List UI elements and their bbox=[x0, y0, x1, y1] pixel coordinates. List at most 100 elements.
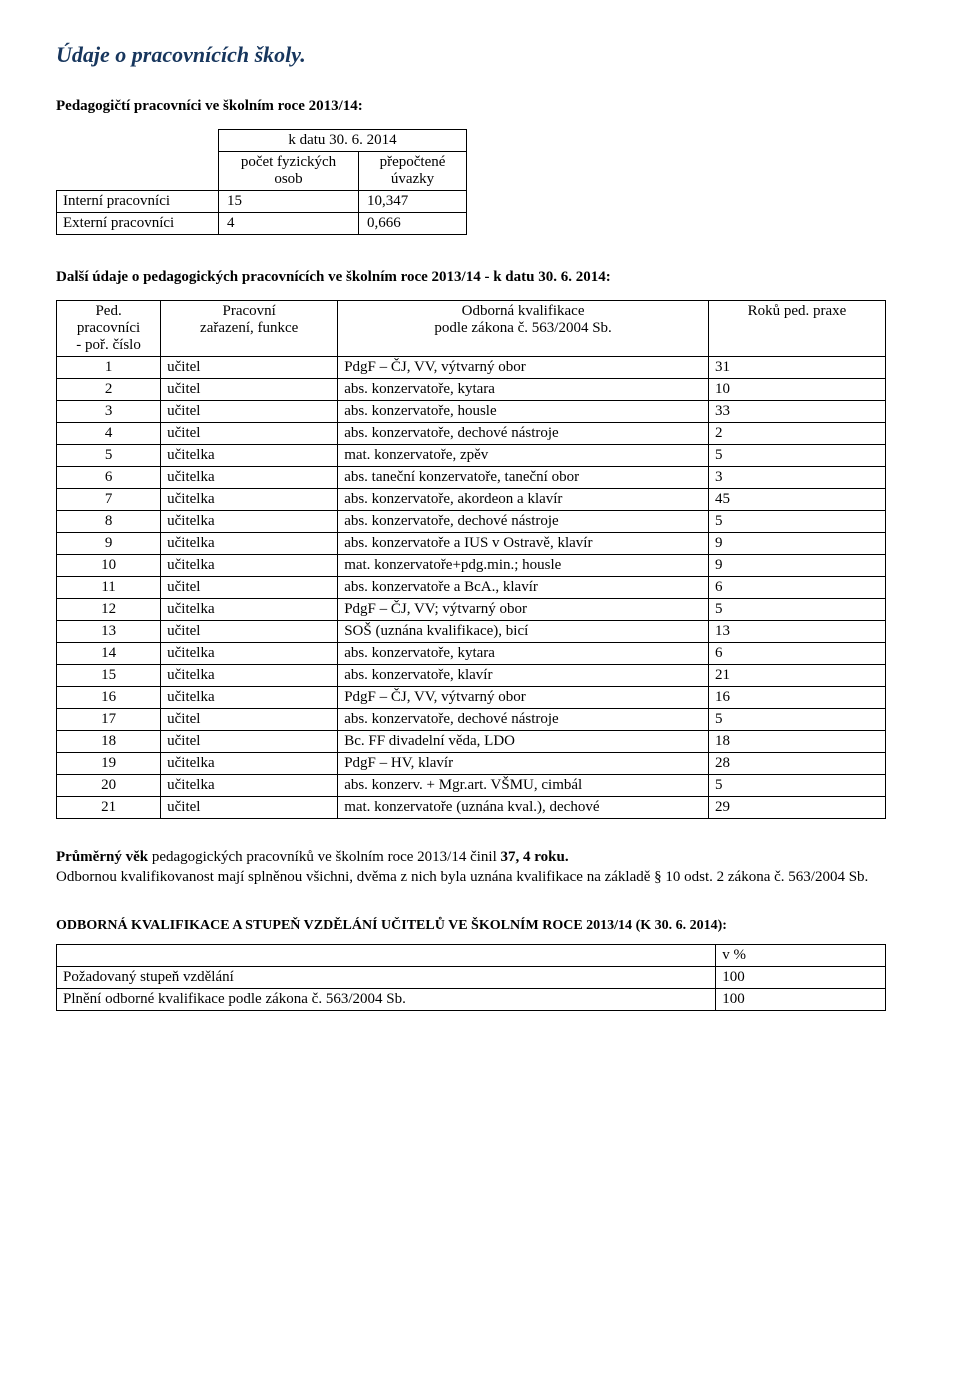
staff-row: 17učitelabs. konzervatoře, dechové nástr… bbox=[57, 709, 886, 731]
staff-cell-qual: abs. konzervatoře, klavír bbox=[338, 665, 709, 687]
staff-row: 20učitelkaabs. konzerv. + Mgr.art. VŠMU,… bbox=[57, 775, 886, 797]
qual-row-val: 100 bbox=[716, 989, 886, 1011]
staff-table: Ped. pracovníci - poř. číslo Pracovní za… bbox=[56, 300, 886, 819]
staff-cell-years: 5 bbox=[708, 775, 885, 797]
staff-cell-num: 20 bbox=[57, 775, 161, 797]
summary-row-fte: 0,666 bbox=[359, 213, 467, 235]
qual-head-pct: v % bbox=[716, 945, 886, 967]
staff-cell-num: 16 bbox=[57, 687, 161, 709]
staff-cell-role: učitel bbox=[161, 401, 338, 423]
staff-cell-qual: abs. konzervatoře a BcA., klavír bbox=[338, 577, 709, 599]
staff-row: 11učitelabs. konzervatoře a BcA., klavír… bbox=[57, 577, 886, 599]
qualification-heading: ODBORNÁ KVALIFIKACE A STUPEŇ VZDĚLÁNÍ UČ… bbox=[56, 918, 904, 934]
staff-row: 3učitelabs. konzervatoře, housle33 bbox=[57, 401, 886, 423]
qualification-heading-text: ODBORNÁ KVALIFIKACE A STUPEŇ VZDĚLÁNÍ UČ… bbox=[56, 918, 636, 933]
avg-age-line: Průměrný věk pedagogických pracovníků ve… bbox=[56, 849, 904, 866]
staff-cell-qual: SOŠ (uznána kvalifikace), bicí bbox=[338, 621, 709, 643]
qualification-table: v % Požadovaný stupeň vzdělání 100 Plněn… bbox=[56, 944, 886, 1011]
staff-cell-years: 28 bbox=[708, 753, 885, 775]
staff-cell-years: 6 bbox=[708, 643, 885, 665]
staff-cell-qual: PdgF – ČJ, VV; výtvarný obor bbox=[338, 599, 709, 621]
staff-cell-years: 33 bbox=[708, 401, 885, 423]
staff-row: 14učitelkaabs. konzervatoře, kytara6 bbox=[57, 643, 886, 665]
staff-cell-role: učitelka bbox=[161, 555, 338, 577]
qual-row: Požadovaný stupeň vzdělání 100 bbox=[57, 967, 886, 989]
staff-cell-num: 18 bbox=[57, 731, 161, 753]
staff-row: 4učitelabs. konzervatoře, dechové nástro… bbox=[57, 423, 886, 445]
staff-cell-years: 29 bbox=[708, 797, 885, 819]
staff-cell-qual: mat. konzervatoře (uznána kval.), dechov… bbox=[338, 797, 709, 819]
staff-cell-years: 6 bbox=[708, 577, 885, 599]
staff-row: 6učitelkaabs. taneční konzervatoře, tane… bbox=[57, 467, 886, 489]
staff-cell-years: 45 bbox=[708, 489, 885, 511]
staff-cell-qual: abs. konzervatoře, dechové nástroje bbox=[338, 511, 709, 533]
staff-cell-role: učitel bbox=[161, 577, 338, 599]
summary-col-count: počet fyzických osob bbox=[219, 152, 359, 191]
subheading-staff-year: Pedagogičtí pracovníci ve školním roce 2… bbox=[56, 98, 904, 115]
staff-cell-qual: abs. konzervatoře, akordeon a klavír bbox=[338, 489, 709, 511]
qual-row-val: 100 bbox=[716, 967, 886, 989]
staff-cell-qual: abs. konzervatoře a IUS v Ostravě, klaví… bbox=[338, 533, 709, 555]
staff-row: 8učitelkaabs. konzervatoře, dechové nást… bbox=[57, 511, 886, 533]
staff-cell-role: učitelka bbox=[161, 533, 338, 555]
staff-cell-num: 2 bbox=[57, 379, 161, 401]
staff-cell-num: 4 bbox=[57, 423, 161, 445]
summary-blank bbox=[57, 130, 219, 152]
summary-col-fte: přepočtené úvazky bbox=[359, 152, 467, 191]
staff-cell-num: 14 bbox=[57, 643, 161, 665]
staff-cell-qual: PdgF – ČJ, VV, výtvarný obor bbox=[338, 357, 709, 379]
avg-age-value: 37, 4 roku. bbox=[501, 849, 569, 865]
staff-head-years: Roků ped. praxe bbox=[708, 301, 885, 357]
summary-date-header: k datu 30. 6. 2014 bbox=[219, 130, 467, 152]
staff-cell-num: 13 bbox=[57, 621, 161, 643]
staff-cell-qual: abs. taneční konzervatoře, taneční obor bbox=[338, 467, 709, 489]
staff-cell-num: 9 bbox=[57, 533, 161, 555]
staff-cell-years: 5 bbox=[708, 599, 885, 621]
staff-cell-years: 21 bbox=[708, 665, 885, 687]
staff-cell-qual: mat. konzervatoře, zpěv bbox=[338, 445, 709, 467]
staff-cell-role: učitel bbox=[161, 621, 338, 643]
avg-age-prefix: Průměrný věk bbox=[56, 849, 148, 865]
staff-cell-num: 6 bbox=[57, 467, 161, 489]
staff-cell-years: 10 bbox=[708, 379, 885, 401]
staff-cell-role: učitelka bbox=[161, 489, 338, 511]
staff-cell-qual: mat. konzervatoře+pdg.min.; housle bbox=[338, 555, 709, 577]
staff-cell-num: 7 bbox=[57, 489, 161, 511]
staff-cell-role: učitelka bbox=[161, 445, 338, 467]
staff-cell-qual: abs. konzervatoře, kytara bbox=[338, 379, 709, 401]
staff-cell-qual: PdgF – HV, klavír bbox=[338, 753, 709, 775]
staff-cell-num: 5 bbox=[57, 445, 161, 467]
staff-cell-years: 9 bbox=[708, 533, 885, 555]
staff-cell-years: 3 bbox=[708, 467, 885, 489]
staff-cell-years: 31 bbox=[708, 357, 885, 379]
staff-cell-qual: abs. konzerv. + Mgr.art. VŠMU, cimbál bbox=[338, 775, 709, 797]
subheading-more-data: Další údaje o pedagogických pracovnících… bbox=[56, 269, 904, 286]
page-title: Údaje o pracovnících školy. bbox=[56, 42, 904, 68]
summary-row-fte: 10,347 bbox=[359, 191, 467, 213]
staff-row: 12učitelkaPdgF – ČJ, VV; výtvarný obor5 bbox=[57, 599, 886, 621]
staff-row: 15učitelkaabs. konzervatoře, klavír21 bbox=[57, 665, 886, 687]
staff-row: 21učitelmat. konzervatoře (uznána kval.)… bbox=[57, 797, 886, 819]
staff-cell-role: učitelka bbox=[161, 511, 338, 533]
staff-cell-role: učitel bbox=[161, 357, 338, 379]
staff-row: 19učitelkaPdgF – HV, klavír28 bbox=[57, 753, 886, 775]
staff-head-qual: Odborná kvalifikace podle zákona č. 563/… bbox=[338, 301, 709, 357]
staff-cell-qual: abs. konzervatoře, housle bbox=[338, 401, 709, 423]
staff-row: 1učitelPdgF – ČJ, VV, výtvarný obor31 bbox=[57, 357, 886, 379]
staff-cell-role: učitel bbox=[161, 731, 338, 753]
staff-cell-years: 5 bbox=[708, 709, 885, 731]
staff-row: 7učitelkaabs. konzervatoře, akordeon a k… bbox=[57, 489, 886, 511]
staff-cell-role: učitelka bbox=[161, 643, 338, 665]
staff-cell-role: učitelka bbox=[161, 687, 338, 709]
qualification-note: Odbornou kvalifikovanost mají splněnou v… bbox=[56, 869, 904, 886]
staff-cell-qual: PdgF – ČJ, VV, výtvarný obor bbox=[338, 687, 709, 709]
staff-cell-role: učitelka bbox=[161, 753, 338, 775]
qualification-heading-suffix: (K 30. 6. 2014): bbox=[636, 918, 727, 933]
staff-cell-num: 15 bbox=[57, 665, 161, 687]
staff-cell-years: 16 bbox=[708, 687, 885, 709]
summary-row-label: Externí pracovníci bbox=[57, 213, 219, 235]
staff-cell-qual: abs. konzervatoře, dechové nástroje bbox=[338, 709, 709, 731]
staff-cell-qual: Bc. FF divadelní věda, LDO bbox=[338, 731, 709, 753]
summary-blank bbox=[57, 152, 219, 191]
qual-row: Plnění odborné kvalifikace podle zákona … bbox=[57, 989, 886, 1011]
